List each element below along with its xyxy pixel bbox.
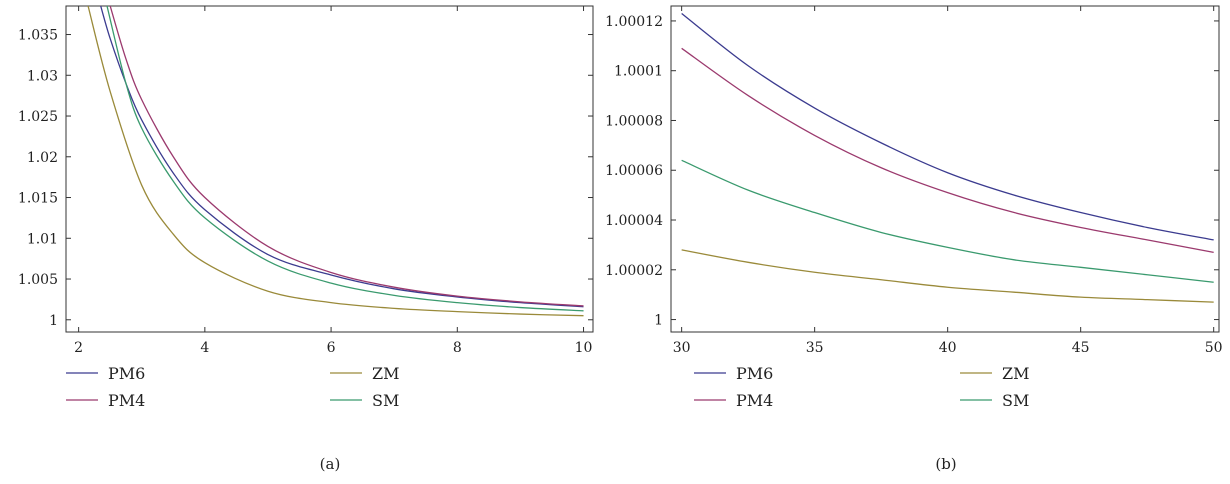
plot-frame — [670, 5, 1220, 333]
series-line-pm4 — [109, 6, 584, 307]
y-tick-label: 1.0001 — [614, 64, 663, 80]
y-tick-label: 1.01 — [27, 231, 58, 247]
chart-caption: (a) — [320, 455, 341, 473]
x-tick-label: 2 — [74, 340, 83, 356]
series-line-zm — [87, 6, 584, 317]
y-tick-label: 1.02 — [27, 150, 58, 166]
legend-label-pm4: PM4 — [108, 391, 145, 410]
series-line-pm6 — [681, 12, 1214, 241]
y-tick-label: 1.015 — [18, 191, 58, 207]
x-tick-label: 10 — [575, 340, 593, 356]
x-tick-label: 30 — [673, 340, 691, 356]
x-tick-label: 45 — [1072, 340, 1090, 356]
x-tick-label: 6 — [327, 340, 336, 356]
y-tick-label: 1 — [49, 313, 58, 329]
series-line-zm — [681, 249, 1214, 303]
legend-label-zm: ZM — [1002, 364, 1030, 383]
y-tick-label: 1.035 — [18, 28, 58, 44]
plot-frame — [65, 5, 594, 333]
legend-label-sm: SM — [1002, 391, 1029, 410]
legend-label-pm6: PM6 — [736, 364, 773, 383]
y-tick-label: 1 — [654, 313, 663, 329]
legend-label-pm6: PM6 — [108, 364, 145, 383]
y-tick-label: 1.03 — [27, 68, 58, 84]
legend-label-zm: ZM — [372, 364, 400, 383]
x-tick-label: 4 — [200, 340, 209, 356]
x-tick-label: 8 — [453, 340, 462, 356]
x-tick-label: 50 — [1205, 340, 1223, 356]
y-tick-label: 1.025 — [18, 109, 58, 125]
chart-caption: (b) — [935, 455, 956, 473]
y-tick-label: 1.00008 — [605, 113, 663, 129]
x-tick-label: 35 — [806, 340, 824, 356]
legend-label-pm4: PM4 — [736, 391, 773, 410]
y-tick-label: 1.00002 — [605, 263, 663, 279]
series-line-pm4 — [681, 47, 1214, 254]
chart-a: 2 4 6 8 10 1 1.005 1.01 1.015 1.02 1.025 1.03 1.035 P… — [18, 5, 594, 473]
series-line-sm — [681, 159, 1214, 283]
y-tick-label: 1.00004 — [605, 213, 663, 229]
x-tick-label: 40 — [939, 340, 957, 356]
legend-label-sm: SM — [372, 391, 399, 410]
y-tick-label: 1.00012 — [605, 14, 663, 30]
chart-b: 30 35 40 45 50 1 1.00002 1.00004 1.00006 1.00008 1… — [605, 5, 1223, 473]
series-line-sm — [106, 6, 584, 312]
y-tick-label: 1.005 — [18, 272, 58, 288]
y-tick-label: 1.00006 — [605, 163, 663, 179]
